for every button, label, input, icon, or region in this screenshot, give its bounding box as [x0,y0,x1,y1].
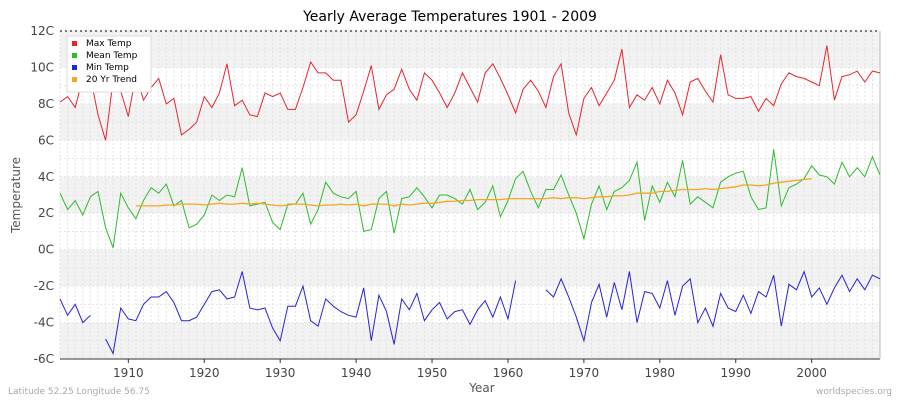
x-tick-label: 1970 [569,366,600,380]
y-tick-label: -4C [34,316,54,330]
grid-lines [59,30,881,360]
x-tick-label: 1950 [417,366,448,380]
x-tick-label: 1960 [493,366,524,380]
legend-box [66,35,152,93]
y-tick-label: 4C [38,170,54,184]
legend-entry: Mean Temp [86,51,138,61]
min-temp-line [105,271,517,356]
x-tick-label: 1930 [265,366,296,380]
y-tick-label: -2C [34,279,54,293]
legend-entry: Min Temp [86,63,129,73]
y-tick-label: 12C [30,24,54,38]
legend-entry: Max Temp [86,39,132,49]
source-annotation: worldspecies.org [816,387,892,397]
y-tick-label: 0C [38,243,54,257]
y-axis-ticks: -6C -4C -2C 0C 2C 4C 6C 8C 10C 12C [30,24,54,366]
legend-swatch [72,65,77,70]
legend: Max Temp Mean Temp Min Temp 20 Yr Trend [66,35,152,93]
x-axis-label: Year [468,381,494,395]
legend-entry: 20 Yr Trend [86,75,137,85]
y-tick-label: 6C [38,133,54,147]
series-lines [59,45,881,356]
y-tick-label: 2C [38,206,54,220]
x-tick-label: 1920 [189,366,220,380]
y-tick-label: 10C [30,60,54,74]
x-axis-ticks: 1910 1920 1930 1940 1950 1960 1970 1980 1990 2000 [113,359,827,380]
x-tick-label: 1940 [341,366,372,380]
y-tick-label: -6C [34,352,54,366]
x-tick-label: 1980 [645,366,676,380]
max-temp-line [59,45,881,141]
20-yr-trend-line [135,177,812,207]
x-tick-label: 1990 [720,366,751,380]
chart-title: Yearly Average Temperatures 1901 - 2009 [302,9,597,25]
y-tick-label: 8C [38,97,54,111]
x-tick-label: 1910 [113,366,144,380]
mean-temp-line [59,149,881,248]
min-temp-line [545,270,881,343]
legend-swatch [72,77,77,82]
legend-swatch [72,41,77,46]
location-annotation: Latitude 52.25 Longitude 56.75 [8,387,150,397]
y-axis-label: Temperature [9,157,23,234]
min-temp-line [59,298,91,324]
legend-swatch [72,53,77,58]
x-tick-label: 2000 [796,366,827,380]
